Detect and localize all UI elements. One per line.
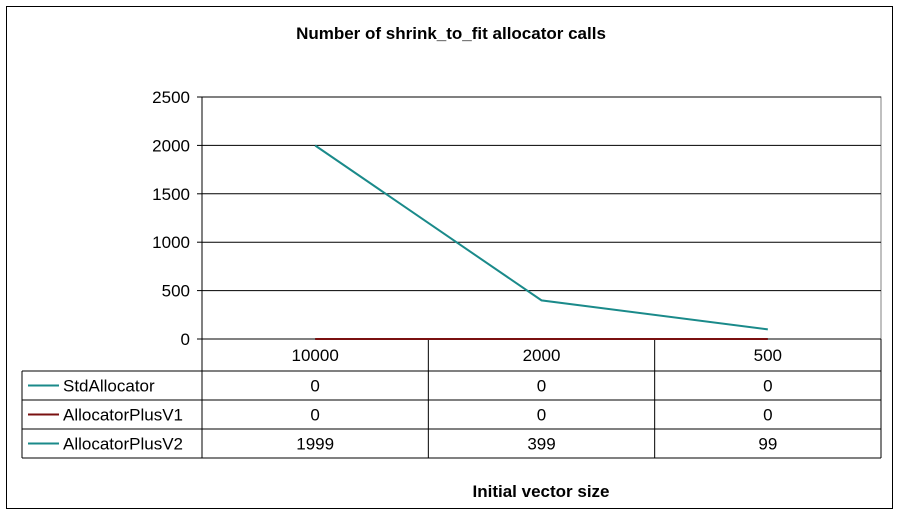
chart-frame bbox=[6, 6, 893, 509]
data-label: 99 bbox=[758, 435, 777, 454]
chart-title: Number of shrink_to_fit allocator calls bbox=[296, 24, 606, 43]
series-lines bbox=[314, 144, 768, 340]
data-label: 0 bbox=[537, 377, 546, 396]
y-tick-label: 500 bbox=[162, 282, 190, 301]
data-label: 0 bbox=[763, 377, 772, 396]
legend-label: AllocatorPlusV2 bbox=[63, 435, 183, 454]
data-label: 0 bbox=[310, 377, 319, 396]
data-label: 1999 bbox=[296, 435, 334, 454]
data-label: 399 bbox=[527, 435, 555, 454]
x-tick-label: 2000 bbox=[523, 346, 561, 365]
x-tick-label: 10000 bbox=[292, 346, 339, 365]
y-tick-label: 1000 bbox=[152, 233, 190, 252]
y-tick-label: 2000 bbox=[152, 136, 190, 155]
data-label: 0 bbox=[763, 406, 772, 425]
series-line bbox=[314, 144, 768, 331]
plot-area-border bbox=[201, 96, 882, 340]
legend-label: AllocatorPlusV1 bbox=[63, 406, 183, 425]
y-axis-ticks: 2500 2000 1500 1000 500 0 bbox=[152, 88, 190, 349]
data-table: 10000 2000 500 StdAllocator 0 0 0 AllocatorPlus… bbox=[21, 339, 882, 459]
x-tick-label: 500 bbox=[754, 346, 782, 365]
y-tick-label: 1500 bbox=[152, 185, 190, 204]
gridlines bbox=[197, 96, 882, 340]
x-axis-label: Initial vector size bbox=[473, 482, 610, 501]
y-tick-label: 0 bbox=[181, 330, 190, 349]
legend-label: StdAllocator bbox=[63, 377, 155, 396]
data-label: 0 bbox=[310, 406, 319, 425]
y-tick-label: 2500 bbox=[152, 88, 190, 107]
data-label: 0 bbox=[537, 406, 546, 425]
